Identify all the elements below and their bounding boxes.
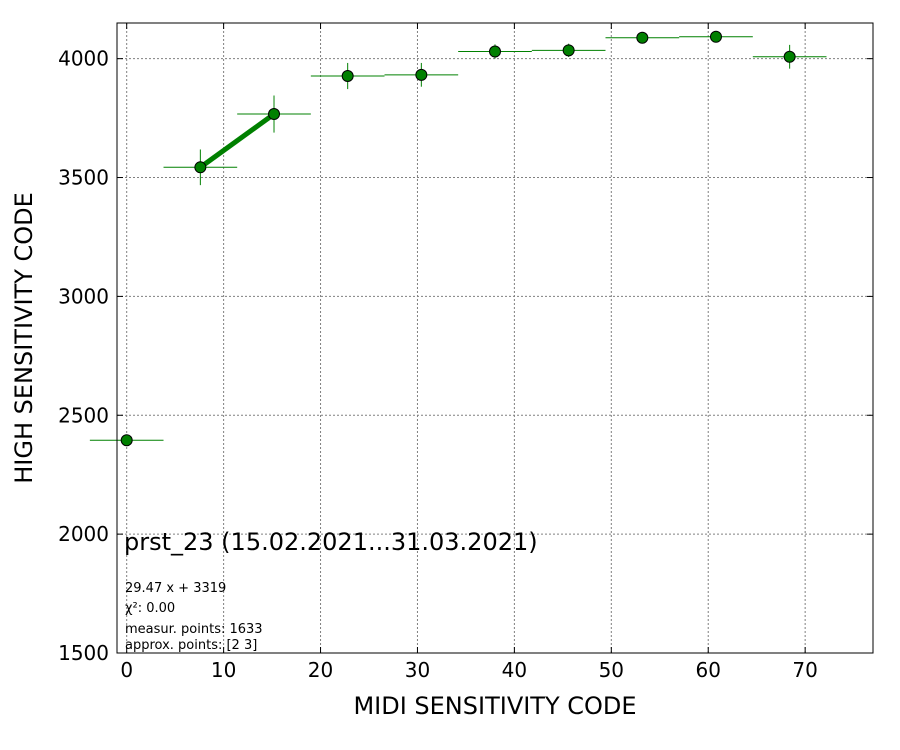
data-point [562,44,575,57]
y-tick-label: 4000 [58,47,109,71]
fit-line-group [198,112,276,170]
data-point [489,45,501,58]
y-tick-label: 3500 [58,166,109,190]
grid-lines [117,23,873,654]
error-bars [89,34,827,441]
plot-frame [116,22,874,654]
chi-squared: χ²: 0.00 [125,601,175,616]
data-point [268,108,281,121]
data-point [709,30,722,43]
data-points [120,30,796,447]
x-tick-label: 0 [120,658,133,682]
data-point [415,68,428,81]
y-tick-label: 2500 [58,403,109,427]
ticks: 0 10 20 30 40 50 60 70 1500 2000 2500 3000 3500 4000 [58,23,873,682]
x-tick-label: 60 [696,658,721,682]
x-tick-label: 20 [308,658,333,682]
x-tick-label: 30 [405,658,430,682]
y-axis-label: HIGH SENSITIVITY CODE [10,192,38,484]
x-tick-label: 50 [599,658,624,682]
y-tick-label: 2000 [58,522,109,546]
x-tick-label: 40 [502,658,527,682]
measured-points: measur. points: 1633 [125,622,263,637]
y-tick-label: 3000 [58,284,109,308]
fit-line [198,112,276,170]
data-point [120,434,133,447]
x-axis-label: MIDI SENSITIVITY CODE [353,692,636,720]
data-point [341,70,354,83]
chart-title: prst_23 (15.02.2021...31.03.2021) [124,528,538,556]
data-point [636,31,649,44]
data-point [194,161,207,174]
fit-equation: 29.47 x + 3319 [125,581,226,596]
x-tick-label: 10 [211,658,236,682]
x-tick-label: 70 [792,658,817,682]
approx-points: approx. points: [2 3] [125,638,257,653]
y-tick-label: 1500 [58,641,109,665]
data-point [783,50,796,63]
